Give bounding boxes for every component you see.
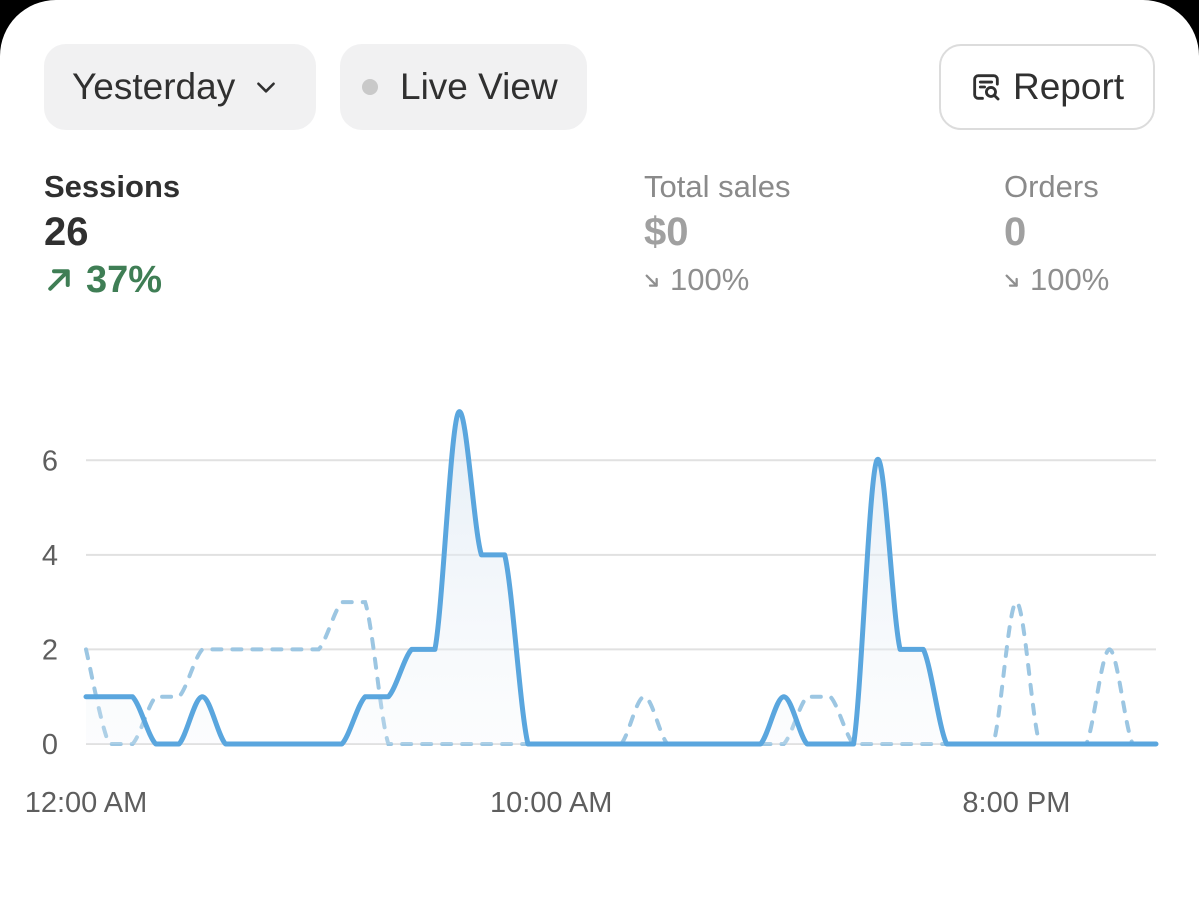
report-label: Report [1013, 66, 1125, 107]
live-view-button[interactable]: Live View [340, 44, 587, 130]
x-tick-label: 8:00 PM [962, 787, 1070, 819]
metric-orders[interactable]: Orders 0 100% [1004, 168, 1109, 302]
y-tick-label: 0 [42, 729, 58, 761]
series-line-current [83, 409, 1159, 747]
metric-label: Sessions [44, 169, 181, 204]
report-search-icon [973, 74, 1000, 101]
date-range-label: Yesterday [72, 66, 236, 107]
y-tick-label: 4 [42, 540, 58, 572]
y-tick-label: 2 [42, 634, 58, 666]
report-button[interactable]: Report [939, 44, 1155, 130]
metric-change: 100% [644, 258, 790, 302]
metric-total-sales[interactable]: Total sales $0 100% [644, 168, 790, 302]
x-tick-label: 10:00 AM [490, 787, 613, 819]
metric-sessions[interactable]: Sessions 26 37% [44, 168, 180, 302]
y-tick-label: 6 [42, 445, 58, 477]
series-area-current [86, 411, 1156, 744]
metric-label: Orders [1004, 169, 1099, 204]
metric-change-value: 37% [86, 259, 163, 301]
metric-value: 0 [1004, 210, 1027, 254]
metric-change: 37% [44, 258, 180, 302]
status-dot-icon [362, 79, 378, 95]
metric-value: $0 [644, 210, 689, 254]
arrow-up-right-icon [48, 269, 70, 291]
arrow-down-right-icon [645, 274, 658, 287]
metric-value: 26 [44, 210, 89, 254]
metric-change: 100% [1004, 258, 1109, 302]
date-range-dropdown[interactable]: Yesterday [44, 44, 316, 130]
x-tick-label: 12:00 AM [25, 787, 148, 819]
series-line-previous [84, 600, 1158, 746]
metric-change-value: 100% [670, 262, 750, 297]
sessions-line-chart: 0 2 4 6 12:00 AM 10:00 AM 8:00 PM [25, 409, 1159, 819]
live-view-label: Live View [400, 66, 558, 107]
metric-label: Total sales [644, 169, 791, 204]
metric-change-value: 100% [1030, 262, 1110, 297]
arrow-down-right-icon [1005, 274, 1018, 287]
chevron-down-icon [257, 82, 276, 93]
